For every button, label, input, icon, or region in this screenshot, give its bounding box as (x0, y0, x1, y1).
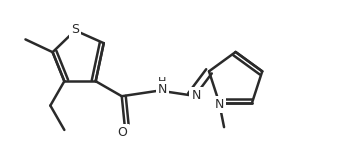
Text: H: H (158, 77, 166, 87)
Text: N: N (158, 83, 167, 96)
Text: S: S (71, 23, 79, 36)
Text: N: N (215, 98, 224, 111)
Text: O: O (118, 126, 127, 139)
Text: N: N (191, 89, 201, 102)
